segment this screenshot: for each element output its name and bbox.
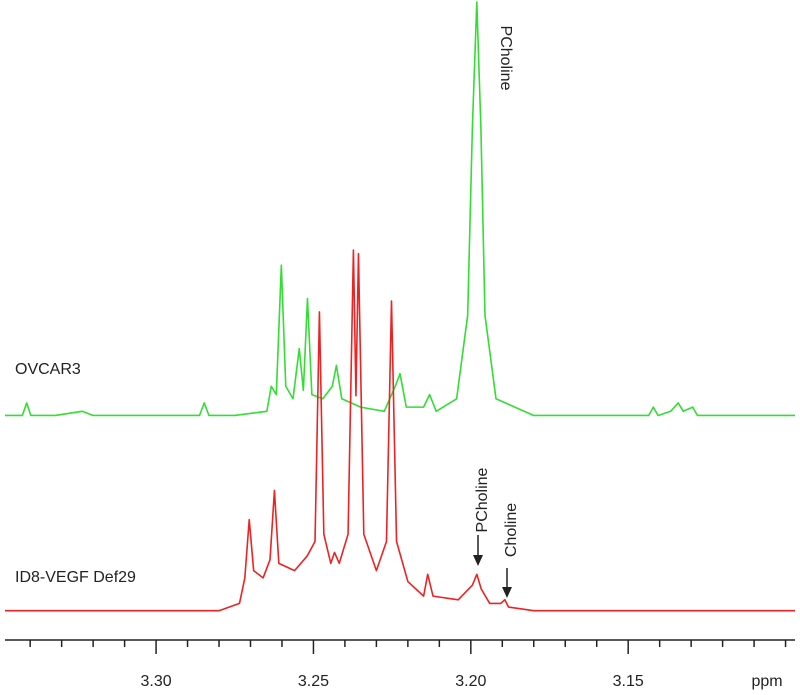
series-label: OVCAR3: [15, 361, 81, 378]
series-label: ID8-VEGF Def29: [15, 569, 136, 586]
arrow-head: [502, 587, 512, 598]
annotation: PCholine: [474, 467, 491, 532]
x-tick-label: 3.20: [455, 673, 486, 690]
annotation: Choline: [503, 503, 520, 557]
x-tick-label: 3.15: [613, 673, 644, 690]
annotation: PCholine: [497, 26, 514, 91]
x-axis-label: ppm: [751, 673, 782, 690]
x-tick-label: 3.30: [141, 673, 172, 690]
spectrum-line: [5, 1, 795, 417]
x-tick-label: 3.25: [298, 673, 329, 690]
spectrum-line: [5, 249, 795, 612]
arrow-head: [473, 555, 483, 566]
